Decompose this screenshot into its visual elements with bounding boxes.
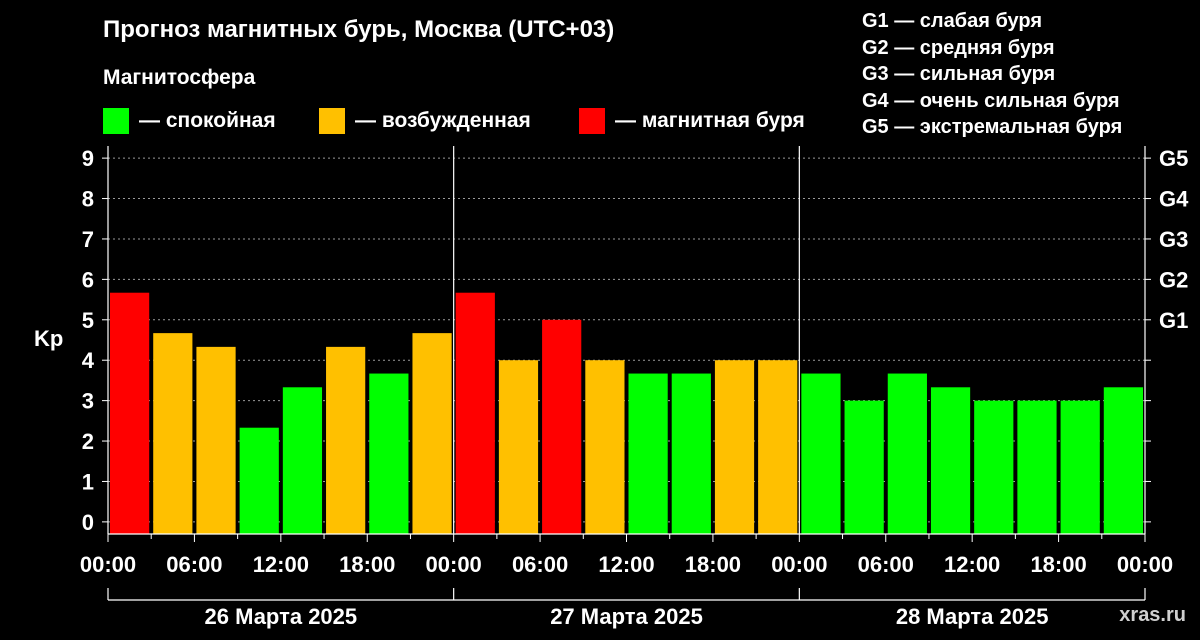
kp-bar [801, 373, 841, 534]
legend-item-calm: — спокойная [103, 107, 276, 135]
g-legend-g5: G5 — экстремальная буря [862, 116, 1123, 138]
kp-bar [887, 373, 927, 534]
kp-bar [542, 319, 582, 534]
day-label: 27 Марта 2025 [550, 604, 703, 629]
y-tick-label: 0 [82, 510, 94, 535]
y-tick-label: 8 [82, 187, 94, 212]
kp-bar [153, 333, 193, 534]
x-tick-label: 12:00 [944, 552, 1000, 577]
kp-bar [498, 360, 539, 534]
g-legend-g4: G4 — очень сильная буря [862, 89, 1120, 112]
g-scale-legend: G1 — слабая буря G2 — средняя буря G3 — … [862, 8, 1122, 141]
kp-bar [1103, 387, 1143, 534]
g-tick-label: G4 [1159, 187, 1189, 212]
legend-swatch-excited [319, 108, 345, 134]
y-tick-label: 5 [82, 308, 94, 333]
x-tick-label: 00:00 [1117, 552, 1173, 577]
g-tick-label: G3 [1159, 227, 1188, 252]
day-label: 26 Марта 2025 [205, 604, 358, 629]
kp-bar [758, 360, 798, 534]
y-tick-label: 6 [82, 267, 94, 292]
legend-item-excited: — возбужденная [319, 107, 531, 135]
kp-bar [369, 373, 409, 534]
watermark: xras.ru [1119, 604, 1186, 626]
g-tick-label: G2 [1159, 267, 1188, 292]
legend-swatch-calm [103, 108, 129, 134]
legend-label-calm: — спокойная [139, 109, 276, 132]
kp-bar [455, 292, 495, 534]
kp-bar [1060, 400, 1100, 534]
x-tick-label: 00:00 [80, 552, 136, 577]
kp-bar [1017, 400, 1057, 534]
y-axis-label: Kp [34, 326, 63, 351]
kp-bar [671, 373, 711, 534]
y-tick-label: 7 [82, 227, 94, 252]
g-tick-label: G1 [1159, 308, 1188, 333]
g-legend-g2: G2 — средняя буря [862, 36, 1055, 59]
y-tick-label: 1 [82, 469, 94, 494]
y-tick-label: 4 [82, 348, 95, 373]
kp-bar [585, 360, 625, 534]
kp-bar [844, 400, 884, 534]
kp-bar [110, 292, 150, 534]
legend-label-storm: — магнитная буря [615, 109, 805, 132]
legend-swatch-storm [579, 108, 605, 134]
x-tick-label: 12:00 [253, 552, 309, 577]
legend-item-storm: — магнитная буря [579, 107, 805, 135]
kp-bar [412, 333, 452, 534]
x-tick-label: 00:00 [426, 552, 482, 577]
x-tick-label: 06:00 [166, 552, 222, 577]
legend-heading: Магнитосфера [103, 66, 256, 89]
chart-title: Прогноз магнитных бурь, Москва (UTC+03) [103, 16, 615, 43]
g-tick-label: G5 [1159, 146, 1188, 171]
y-tick-label: 9 [82, 146, 94, 171]
y-tick-label: 2 [82, 429, 94, 454]
x-tick-label: 18:00 [1030, 552, 1086, 577]
g-legend-g1: G1 — слабая буря [862, 10, 1043, 32]
kp-bar [239, 427, 279, 534]
x-tick-label: 06:00 [858, 552, 914, 577]
x-tick-label: 12:00 [598, 552, 654, 577]
kp-bar [628, 373, 668, 534]
x-tick-label: 00:00 [771, 552, 827, 577]
kp-bar [282, 387, 323, 534]
x-tick-label: 06:00 [512, 552, 568, 577]
x-tick-label: 18:00 [685, 552, 741, 577]
kp-bar [930, 387, 971, 534]
g-legend-g3: G3 — сильная буря [862, 63, 1056, 85]
day-label: 28 Марта 2025 [896, 604, 1049, 629]
kp-bar [196, 346, 236, 534]
kp-bar [974, 400, 1014, 534]
kp-bar [714, 360, 755, 534]
legend-label-excited: — возбужденная [355, 109, 531, 132]
kp-bar [326, 346, 366, 534]
x-tick-label: 18:00 [339, 552, 395, 577]
y-tick-label: 3 [82, 389, 94, 414]
